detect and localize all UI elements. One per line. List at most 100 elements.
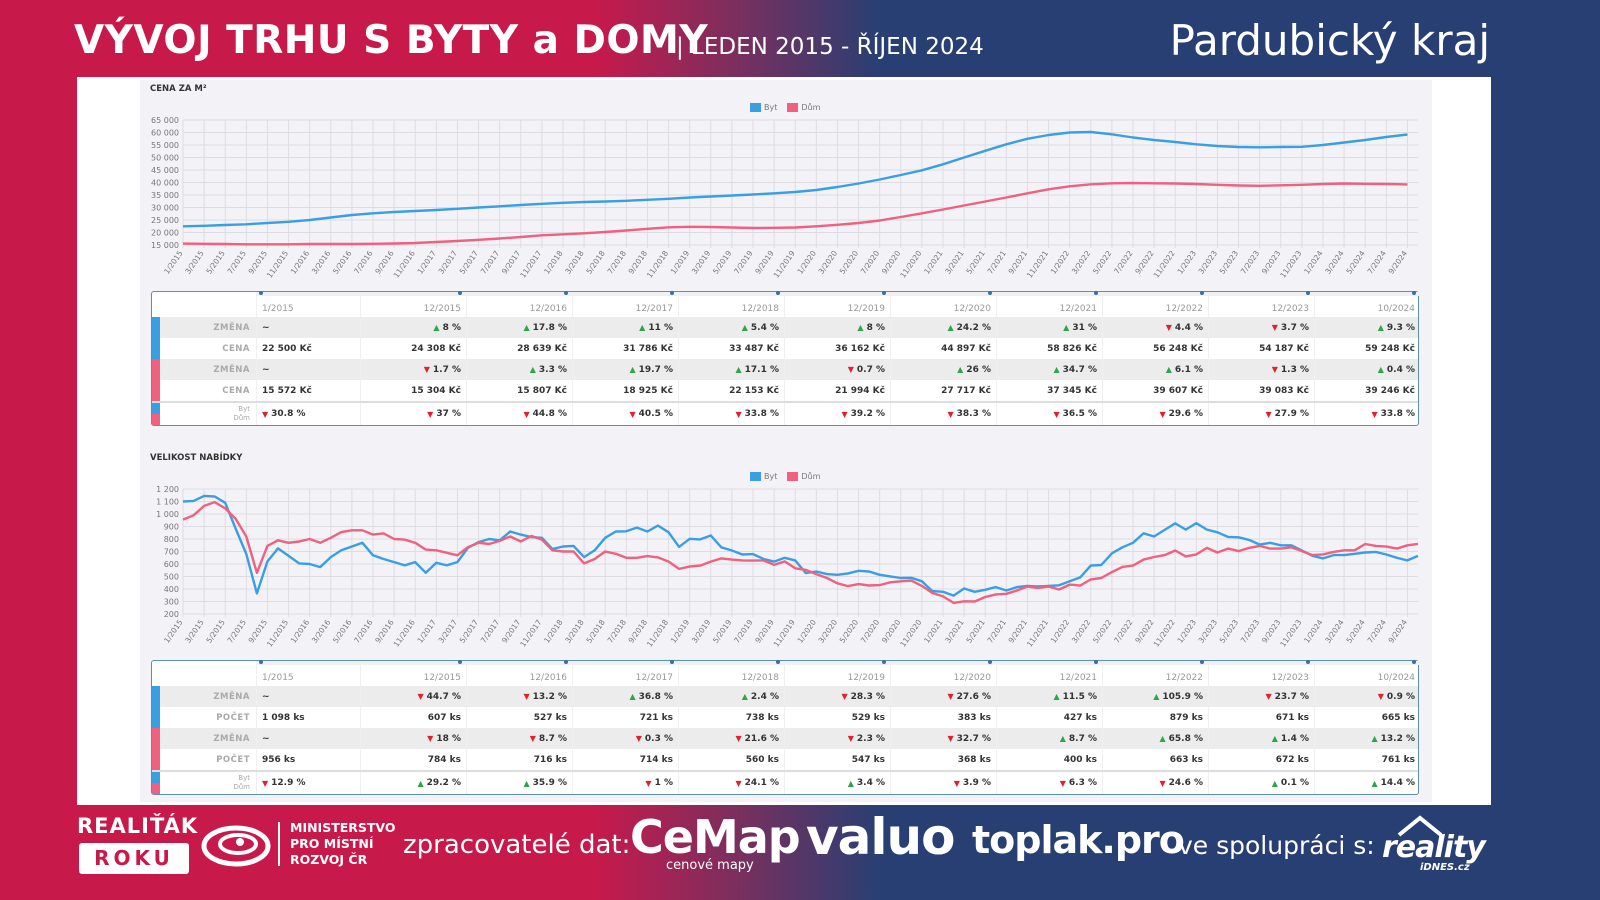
arrow-down-icon: ▼ — [1265, 692, 1272, 701]
x-tick-label: 1/2016 — [289, 249, 312, 276]
x-tick-label: 5/2021 — [964, 249, 987, 276]
arrow-down-icon: ▼ — [629, 409, 636, 419]
price-chart-title: CENA ZA M² — [150, 84, 207, 94]
table-cell: ▲ 11.5 % — [996, 686, 1102, 707]
x-tick-label: 3/2017 — [437, 249, 460, 276]
cell-value: 0.4 % — [1386, 364, 1415, 375]
x-tick-label: 3/2023 — [1197, 618, 1220, 645]
x-tick-label: 11/2019 — [772, 249, 797, 280]
x-tick-label: 1/2015 — [162, 618, 185, 645]
cell-value: 22 500 Kč — [262, 343, 312, 354]
table-cell: 368 ks — [890, 749, 996, 770]
column-header: 1/2015 — [256, 660, 360, 686]
x-tick-label: 11/2022 — [1152, 618, 1177, 649]
table-cell: 22 153 Kč — [678, 380, 784, 401]
legend-label: Byt — [764, 472, 778, 481]
x-tick-label: 3/2022 — [1070, 618, 1093, 645]
series-line-byt — [182, 494, 1419, 597]
ministry-divider — [278, 822, 280, 866]
column-header-label: 12/2021 — [1059, 304, 1097, 314]
table-cell: 39 083 Kč — [1208, 380, 1314, 401]
legend-label: Byt — [764, 103, 778, 112]
y-tick-label: 400 — [164, 585, 179, 594]
table-cell: 427 ks — [996, 707, 1102, 728]
table-cell: 607 ks — [360, 707, 466, 728]
table-cell: ▼ 1.3 % — [1208, 359, 1314, 380]
x-tick-label: 5/2022 — [1091, 618, 1114, 645]
column-marker-dot — [259, 660, 263, 664]
cell-value: 27 717 Kč — [941, 385, 991, 396]
x-tick-label: 7/2019 — [732, 618, 755, 645]
table-cell: 54 187 Kč — [1208, 338, 1314, 359]
x-tick-label: 7/2018 — [605, 618, 628, 645]
x-tick-label: 11/2016 — [392, 249, 417, 280]
table-cell: ▼ 0.7 % — [784, 359, 890, 380]
cell-value: 24.2 % — [956, 322, 991, 333]
arrow-down-icon: ▼ — [635, 734, 642, 743]
x-tick-label: 3/2021 — [943, 618, 966, 645]
table-row: ZMĚNA ~ ▲ 8 % ▲ 17.8 % ▲ 11 % ▲ 5.4 % ▲ 8 % ▲ 24.2 % ▲… — [152, 317, 1418, 338]
table-cell: ~ — [256, 359, 360, 380]
table-cell: 28 639 Kč — [466, 338, 572, 359]
table-cell: ▼ 21.6 % — [678, 728, 784, 749]
cell-value: 44 897 Kč — [941, 343, 991, 354]
x-tick-label: 3/2020 — [817, 618, 840, 645]
cell-value: 15 572 Kč — [262, 385, 312, 396]
column-header: 12/2019 — [784, 660, 890, 686]
cell-value: 663 ks — [1169, 754, 1203, 765]
table-cell: ▼ 12.9 % — [256, 772, 360, 794]
legend-byt[interactable]: Byt — [750, 103, 777, 112]
cell-value: 383 ks — [957, 712, 991, 723]
x-tick-label: 7/2023 — [1239, 249, 1262, 276]
cell-value: 39 607 Kč — [1153, 385, 1203, 396]
column-marker-dot — [882, 291, 886, 295]
arrow-up-icon: ▲ — [857, 323, 864, 332]
cell-value: 1 098 ks — [262, 712, 305, 723]
x-tick-label: 3/2019 — [690, 618, 713, 645]
cell-value: 1 % — [654, 778, 673, 788]
award-logo-line1: REALIŤÁK — [77, 814, 199, 838]
table-row: POČET 956 ks 784 ks 716 ks 714 ks 560 ks 547 k… — [152, 749, 1418, 770]
cell-value: 8.7 % — [1068, 733, 1097, 744]
arrow-down-icon: ▼ — [841, 692, 848, 701]
column-marker-dot — [988, 291, 992, 295]
cell-value: 37 345 Kč — [1047, 385, 1097, 396]
cell-value: 8 % — [442, 322, 461, 333]
arrow-up-icon: ▲ — [629, 692, 636, 701]
x-tick-label: 1/2023 — [1175, 618, 1198, 645]
y-tick-label: 1 200 — [156, 485, 179, 494]
table-cell: ▼ 33.8 % — [678, 403, 784, 425]
legend-byt[interactable]: Byt — [750, 472, 777, 481]
arrow-up-icon: ▲ — [947, 323, 954, 332]
x-tick-label: 5/2020 — [838, 249, 861, 276]
cell-value: 738 ks — [745, 712, 779, 723]
x-tick-label: 11/2015 — [265, 618, 290, 649]
price-table: 1/2015 12/2015 12/2016 12/2017 12/2018 12/201… — [151, 291, 1420, 426]
x-tick-label: 11/2018 — [645, 249, 670, 280]
table-cell: ▲ 1.4 % — [1208, 728, 1314, 749]
x-tick-label: 7/2023 — [1239, 618, 1262, 645]
row-color-bar — [152, 380, 160, 401]
cell-value: 36.8 % — [638, 691, 673, 702]
arrow-up-icon: ▲ — [1377, 323, 1384, 332]
legend-dum[interactable]: Dům — [787, 472, 820, 481]
cell-value: 3.7 % — [1280, 322, 1309, 333]
x-tick-label: 1/2022 — [1049, 618, 1072, 645]
table-cell: ▼ 6.3 % — [996, 772, 1102, 794]
column-header-label: 12/2021 — [1059, 673, 1097, 683]
toplak-logo: toplak.pro — [972, 818, 1185, 862]
y-tick-label: 20 000 — [151, 229, 179, 238]
cell-value: 6.3 % — [1068, 778, 1097, 788]
arrow-up-icon: ▲ — [741, 323, 748, 332]
cell-value: 31 786 Kč — [623, 343, 673, 354]
legend-dum[interactable]: Dům — [787, 103, 820, 112]
table-cell: ▼ 8.7 % — [466, 728, 572, 749]
x-tick-label: 3/2015 — [183, 618, 206, 645]
legend-swatch-byt — [750, 472, 761, 481]
table-cell: ▲ 8 % — [784, 317, 890, 338]
cell-value: 29.6 % — [1168, 409, 1203, 419]
column-header: 12/2023 — [1208, 660, 1314, 686]
table-cell: 879 ks — [1102, 707, 1208, 728]
table-cell: ▲ 17.8 % — [466, 317, 572, 338]
x-tick-label: 1/2020 — [795, 618, 818, 645]
